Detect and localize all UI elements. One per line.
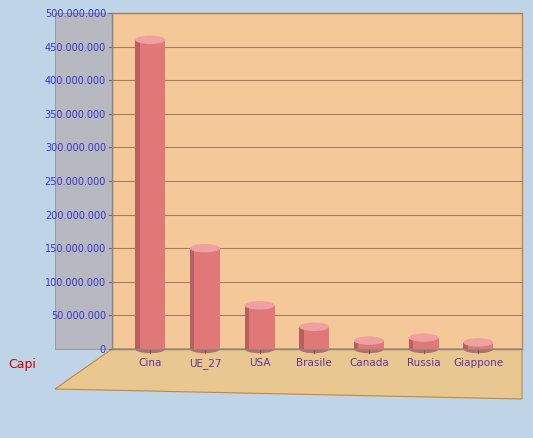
Ellipse shape	[354, 337, 384, 345]
Text: Canada: Canada	[349, 357, 389, 367]
Polygon shape	[55, 14, 112, 349]
Text: 200.000.000: 200.000.000	[45, 210, 106, 220]
Bar	[140, 41, 165, 349]
Ellipse shape	[245, 301, 274, 310]
Bar	[135, 41, 140, 349]
Text: 300.000.000: 300.000.000	[45, 143, 106, 153]
Text: Capi: Capi	[8, 357, 36, 370]
Bar	[463, 343, 468, 349]
Bar	[245, 306, 249, 349]
Ellipse shape	[135, 37, 165, 45]
Bar	[299, 327, 304, 349]
Ellipse shape	[354, 345, 384, 353]
Ellipse shape	[245, 345, 274, 353]
Polygon shape	[112, 14, 522, 349]
Ellipse shape	[409, 345, 439, 353]
Bar	[468, 343, 494, 349]
Ellipse shape	[463, 339, 494, 347]
Ellipse shape	[135, 345, 165, 353]
Text: 350.000.000: 350.000.000	[45, 110, 106, 120]
Text: 150.000.000: 150.000.000	[45, 244, 106, 254]
Polygon shape	[55, 349, 522, 399]
Ellipse shape	[409, 334, 439, 342]
Text: 50.000.000: 50.000.000	[51, 311, 106, 321]
Text: 400.000.000: 400.000.000	[45, 76, 106, 86]
Text: UE_27: UE_27	[189, 357, 221, 368]
Text: 100.000.000: 100.000.000	[45, 277, 106, 287]
Ellipse shape	[299, 345, 329, 353]
Text: Giappone: Giappone	[453, 357, 503, 367]
Text: 0: 0	[100, 344, 106, 354]
Bar	[195, 249, 220, 349]
Text: 500.000.000: 500.000.000	[45, 9, 106, 19]
Text: USA: USA	[249, 357, 270, 367]
Text: 450.000.000: 450.000.000	[45, 42, 106, 53]
Ellipse shape	[299, 323, 329, 331]
Text: Russia: Russia	[407, 357, 440, 367]
Bar	[304, 327, 329, 349]
Ellipse shape	[190, 345, 220, 353]
Text: Cina: Cina	[139, 357, 162, 367]
Ellipse shape	[463, 345, 494, 353]
Bar	[249, 306, 274, 349]
Bar	[409, 338, 413, 349]
Text: Brasile: Brasile	[296, 357, 332, 367]
Bar	[358, 341, 384, 349]
Bar	[354, 341, 358, 349]
Bar	[190, 249, 195, 349]
Ellipse shape	[190, 244, 220, 253]
Text: 250.000.000: 250.000.000	[45, 177, 106, 187]
Bar	[413, 338, 439, 349]
